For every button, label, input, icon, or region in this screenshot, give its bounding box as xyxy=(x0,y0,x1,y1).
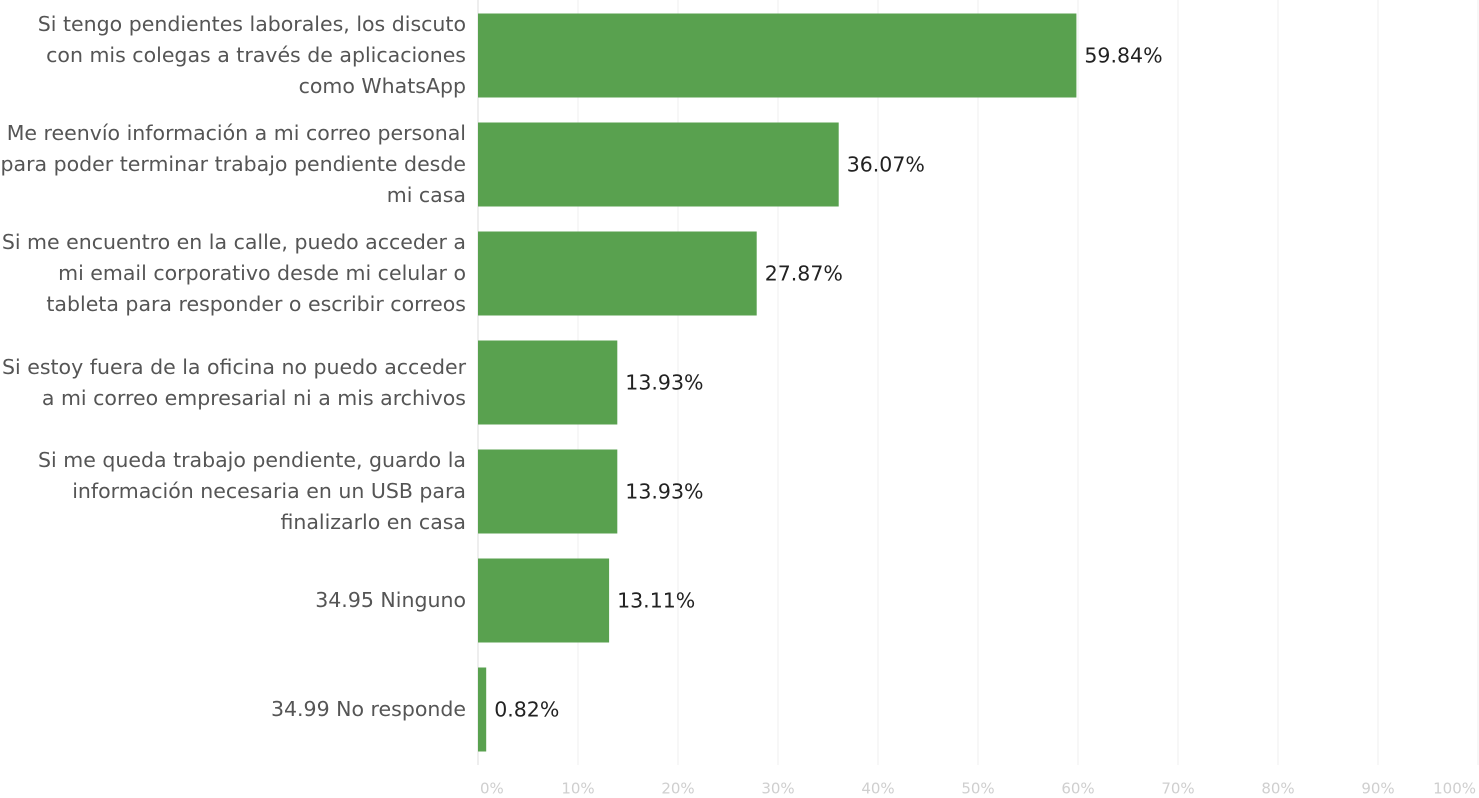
category-label: Si me queda trabajo pendiente, guardo la… xyxy=(38,448,466,534)
value-label: 13.11% xyxy=(617,589,695,613)
value-label: 13.93% xyxy=(625,480,703,504)
bar xyxy=(478,340,618,425)
x-tick-label: 90% xyxy=(1361,780,1394,798)
x-tick-label: 100% xyxy=(1433,780,1476,798)
bar xyxy=(478,122,839,207)
value-label: 59.84% xyxy=(1084,44,1162,68)
x-tick-label: 80% xyxy=(1261,780,1294,798)
category-label: 34.99 No responde xyxy=(270,697,466,721)
value-label: 13.93% xyxy=(625,371,703,395)
x-tick-label: 60% xyxy=(1061,780,1094,798)
x-tick-label: 40% xyxy=(861,780,894,798)
value-label: 27.87% xyxy=(765,262,843,286)
bar xyxy=(478,558,610,643)
x-tick-label: 30% xyxy=(761,780,794,798)
bar xyxy=(478,231,757,316)
category-label: Me reenvío información a mi correo perso… xyxy=(0,121,466,207)
category-label: Si estoy fuera de la oficina no puedo ac… xyxy=(2,354,466,410)
bar xyxy=(478,449,618,534)
value-label: 0.82% xyxy=(494,698,559,722)
bar xyxy=(478,13,1077,98)
x-tick-label: 0% xyxy=(480,780,504,798)
category-label: Si tengo pendientes laborales, los discu… xyxy=(37,12,466,98)
bar xyxy=(478,667,487,752)
category-label: Si me encuentro en la calle, puedo acced… xyxy=(1,230,466,316)
x-tick-label: 70% xyxy=(1161,780,1194,798)
category-label: 34.95 Ninguno xyxy=(315,588,466,612)
x-tick-label: 50% xyxy=(961,780,994,798)
value-label: 36.07% xyxy=(847,153,925,177)
x-tick-label: 20% xyxy=(661,780,694,798)
x-tick-label: 10% xyxy=(561,780,594,798)
